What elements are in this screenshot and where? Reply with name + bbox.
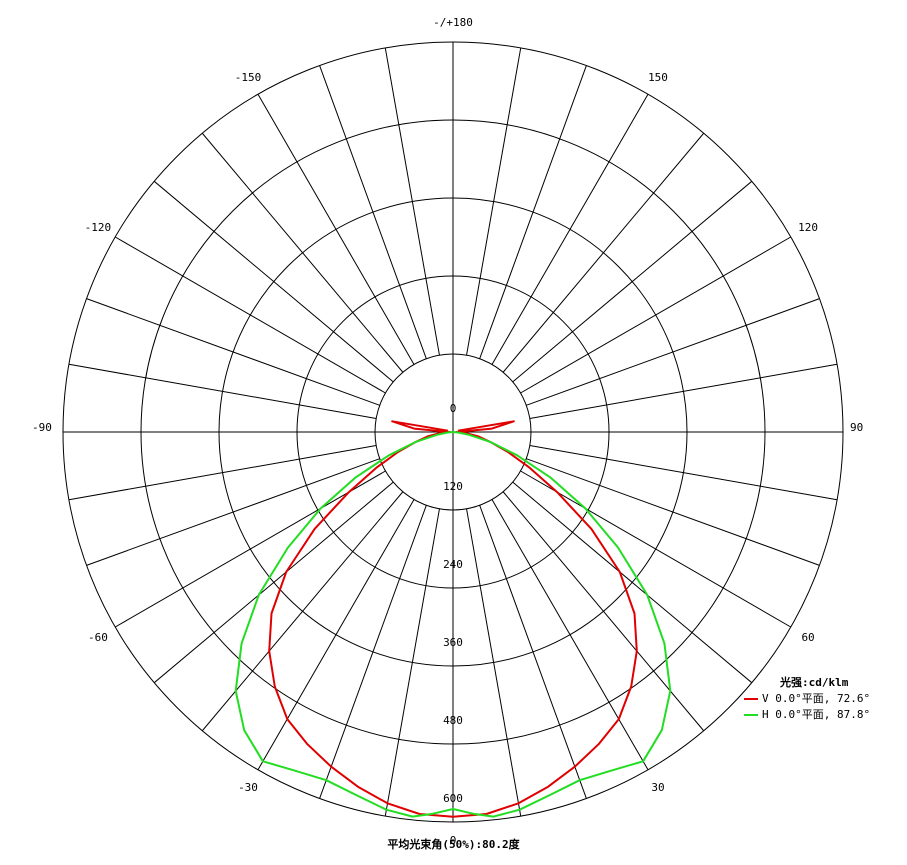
grid-spoke (86, 458, 380, 566)
radial-tick-label: 240 (443, 558, 463, 571)
legend-label-v: V 0.0°平面, 72.6° (762, 692, 871, 705)
grid-spoke (153, 180, 394, 383)
grid-spoke (115, 236, 386, 394)
radial-tick-label: 0 (450, 402, 457, 415)
legend-label-h: H 0.0°平面, 87.8° (762, 708, 871, 721)
angle-label-left-side: -60 (88, 631, 108, 644)
legend-item-v: V 0.0°平面, 72.6° (744, 691, 870, 707)
angle-label-right-side: 60 (801, 631, 814, 644)
grid-spoke (115, 470, 386, 628)
angle-label-top: -/+180 (433, 16, 473, 29)
radial-tick-label: 600 (443, 792, 463, 805)
angle-label-left-side: -120 (85, 221, 112, 234)
grid-spoke (529, 445, 838, 501)
grid-spoke (384, 47, 440, 356)
grid-spoke (526, 458, 820, 566)
grid-spoke (502, 491, 705, 732)
grid-spoke (201, 491, 404, 732)
legend-unit: 光强:cd/klm (780, 676, 849, 689)
legend: 光强:cd/klm V 0.0°平面, 72.6° H 0.0°平面, 87.8… (744, 675, 870, 723)
chart-labels: 0 120 240 360 480 600 -/+180 0 -90 90 30 -30 60 -60 12… (32, 16, 863, 847)
angle-label-bottom: 0 (450, 834, 457, 847)
grid-spoke (529, 363, 838, 419)
grid-spoke (520, 236, 791, 394)
grid-spoke (512, 481, 753, 684)
radial-tick-label: 480 (443, 714, 463, 727)
grid-spoke (526, 298, 820, 406)
grid-spoke (502, 132, 705, 373)
angle-label-left-side: -30 (238, 781, 258, 794)
grid-spoke (319, 65, 427, 359)
angle-label-right-side: 120 (798, 221, 818, 234)
grid-spoke (384, 508, 440, 817)
series-v-curve (268, 420, 638, 818)
grid-spoke (479, 505, 587, 799)
angle-label-left-side: -150 (235, 71, 262, 84)
radial-tick-label: 360 (443, 636, 463, 649)
grid-spoke (68, 445, 377, 501)
legend-swatch-v (744, 698, 758, 700)
grid-spoke (491, 94, 649, 365)
grid-spoke (201, 132, 404, 373)
intensity-curves (234, 420, 672, 818)
grid-spoke (68, 363, 377, 419)
grid-spoke (479, 65, 587, 359)
grid-spoke (153, 481, 394, 684)
grid-spoke (319, 505, 427, 799)
grid-spoke (466, 47, 522, 356)
angle-label-left: -90 (32, 421, 52, 434)
series-h-curve (234, 431, 672, 818)
angle-label-right: 90 (850, 421, 863, 434)
grid-spoke (86, 298, 380, 406)
grid-spoke (466, 508, 522, 817)
grid-spoke (491, 499, 649, 770)
angle-label-right-side: 30 (651, 781, 664, 794)
grid-spoke (512, 180, 753, 383)
legend-swatch-h (744, 714, 758, 716)
grid-spoke (257, 94, 415, 365)
polar-grid (62, 41, 844, 823)
radial-tick-label: 120 (443, 480, 463, 493)
grid-spoke (257, 499, 415, 770)
angle-label-right-side: 150 (648, 71, 668, 84)
beam-angle-footer: 平均光束角(50%):80.2度 (387, 838, 520, 851)
legend-item-h: H 0.0°平面, 87.8° (744, 707, 870, 723)
grid-spoke (520, 470, 791, 628)
